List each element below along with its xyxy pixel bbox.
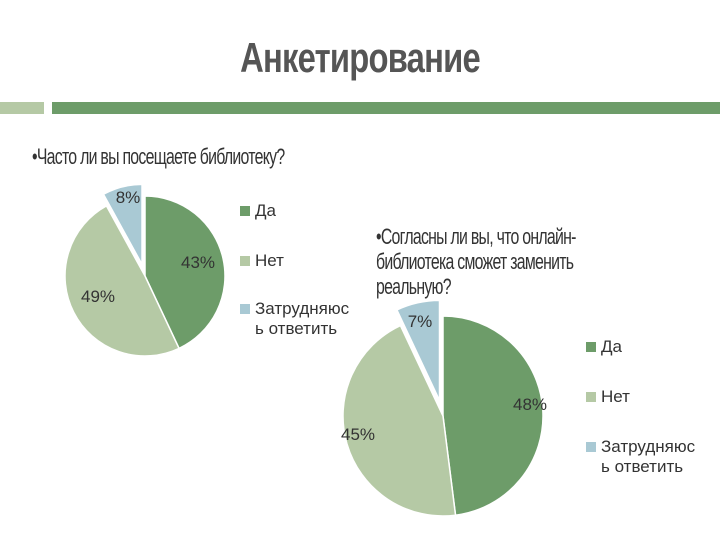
chart2-legend-swatch-0 <box>586 342 596 352</box>
chart1-data-label-0: 43% <box>181 253 215 272</box>
chart1-legend-label-2: Затрудняюс <box>255 299 350 318</box>
question-2: •Согласны ли вы, что онлайн-библиотека с… <box>376 224 576 299</box>
chart2-data-label-0: 48% <box>513 395 547 414</box>
page-title: Анкетирование <box>240 34 481 81</box>
chart2-legend-label-0: Да <box>601 337 623 356</box>
question-1: •Часто ли вы посещаете библиотеку? <box>32 144 285 169</box>
chart2-slice-1 <box>342 324 457 517</box>
chart1-slice-1 <box>64 204 181 357</box>
chart1-legend-label-0: Да <box>255 201 277 220</box>
chart2-legend-label-1: Нет <box>601 387 630 406</box>
chart2-data-label-1: 45% <box>341 425 375 444</box>
chart2-slice-0 <box>442 315 544 517</box>
chart1-slice-0 <box>144 195 226 350</box>
chart2-legend-swatch-2 <box>586 442 596 452</box>
chart1-legend-swatch-0 <box>240 206 250 216</box>
chart2-data-label-2: 7% <box>408 312 433 331</box>
chart1-legend-swatch-2 <box>240 304 250 314</box>
chart2-legend-label-2: ь ответить <box>601 457 683 476</box>
chart2-legend-label-2: Затрудняюс <box>601 437 696 456</box>
chart2-legend-swatch-1 <box>586 392 596 402</box>
chart1-data-label-2: 8% <box>116 188 141 207</box>
chart1-legend-swatch-1 <box>240 256 250 266</box>
title-accent-bar-short <box>0 102 44 114</box>
title-accent-bar-long <box>52 102 720 114</box>
chart1-legend-label-1: Нет <box>255 251 284 270</box>
chart2-slice-2 <box>395 299 441 401</box>
chart1-legend-label-2: ь ответить <box>255 319 337 338</box>
chart1-slice-2 <box>102 183 143 265</box>
chart1-data-label-1: 49% <box>81 287 115 306</box>
